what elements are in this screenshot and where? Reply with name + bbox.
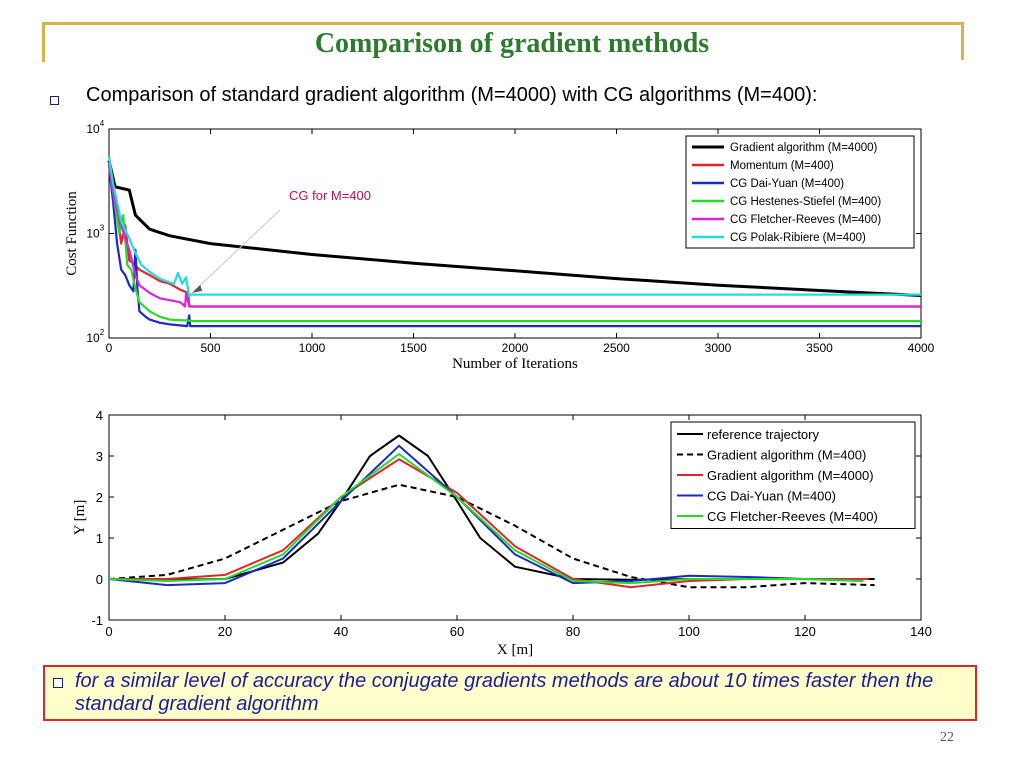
cost-series-line	[107, 164, 921, 323]
y-tick-exponent: 2	[100, 328, 105, 337]
legend-label: CG Hestenes-Stiefel (M=400)	[730, 196, 881, 208]
y-tick-exponent: 3	[100, 224, 105, 233]
x-tick-label: 500	[200, 341, 220, 355]
trajectory-series-line	[108, 453, 864, 585]
x-tick-label: 3500	[806, 341, 833, 355]
y-tick-label: -1	[91, 613, 103, 628]
x-tick-label: 0	[105, 624, 112, 639]
slide-title: Comparison of gradient methods	[314, 28, 710, 59]
y-tick-exponent: 4	[100, 119, 105, 128]
y-axis-label: Cost Function	[64, 191, 80, 276]
slide-frame-left	[42, 22, 45, 62]
x-tick-label: 40	[334, 624, 348, 639]
slide-frame-top	[42, 22, 964, 25]
bullet-square-icon	[53, 678, 63, 688]
bullet-square-icon	[50, 96, 59, 105]
legend-label: Gradient algorithm (M=4000)	[730, 142, 878, 154]
slide-frame-right	[961, 22, 964, 60]
slide-subtitle: Comparison of standard gradient algorith…	[86, 84, 818, 106]
trajectory-series-line	[108, 444, 864, 587]
x-tick-label: 20	[218, 624, 232, 639]
x-tick-label: 2500	[603, 341, 630, 355]
x-tick-label: 1000	[299, 341, 326, 355]
x-tick-label: 3000	[705, 341, 732, 355]
x-axis-label: Number of Iterations	[452, 356, 578, 372]
legend-label: CG Fletcher-Reeves (M=400)	[707, 509, 878, 524]
legend-label: CG Polak-Ribiere (M=400)	[730, 232, 866, 244]
y-tick-label: 10	[86, 227, 100, 241]
cost-series-line	[107, 163, 921, 308]
legend-label: Gradient algorithm (M=4000)	[707, 468, 874, 483]
x-tick-label: 60	[450, 624, 464, 639]
cost-series-line	[107, 160, 922, 297]
x-tick-label: 80	[566, 624, 580, 639]
x-tick-label: 140	[910, 624, 932, 639]
cost-series-line	[107, 155, 921, 298]
legend-label: Gradient algorithm (M=400)	[707, 448, 866, 463]
annotation-arrowhead	[192, 284, 203, 293]
x-tick-label: 1500	[400, 341, 427, 355]
y-tick-label: 1	[96, 531, 103, 546]
y-tick-label: 2	[96, 490, 103, 505]
x-tick-label: 2000	[502, 341, 529, 355]
page-number: 22	[940, 730, 954, 745]
legend-label: reference trajectory	[707, 427, 819, 442]
annotation-arrow	[191, 209, 281, 294]
y-tick-label: 10	[86, 331, 100, 345]
cost-series-line	[107, 165, 921, 328]
y-tick-label: 4	[96, 408, 103, 423]
conclusion-box: for a similar level of accuracy the conj…	[43, 665, 977, 721]
y-tick-label: 10	[86, 122, 100, 136]
trajectory-legend-box	[670, 421, 916, 529]
legend-label: CG Fletcher-Reeves (M=400)	[730, 214, 881, 226]
cost-legend-box	[685, 135, 915, 249]
conclusion-text: for a similar level of accuracy the conj…	[75, 670, 934, 715]
annotation-label: CG for M=400	[289, 188, 371, 203]
legend-label: CG Dai-Yuan (M=400)	[707, 489, 836, 504]
legend-label: Momentum (M=400)	[730, 160, 834, 172]
x-tick-label: 4000	[908, 341, 935, 355]
y-tick-label: 3	[96, 449, 103, 464]
y-axis-label: Y [m]	[72, 500, 88, 536]
x-tick-label: 120	[794, 624, 816, 639]
legend-label: CG Dai-Yuan (M=400)	[730, 178, 844, 190]
x-axis-label: X [m]	[497, 642, 533, 658]
x-tick-label: 0	[106, 341, 113, 355]
y-tick-label: 0	[96, 572, 103, 587]
x-tick-label: 100	[678, 624, 700, 639]
